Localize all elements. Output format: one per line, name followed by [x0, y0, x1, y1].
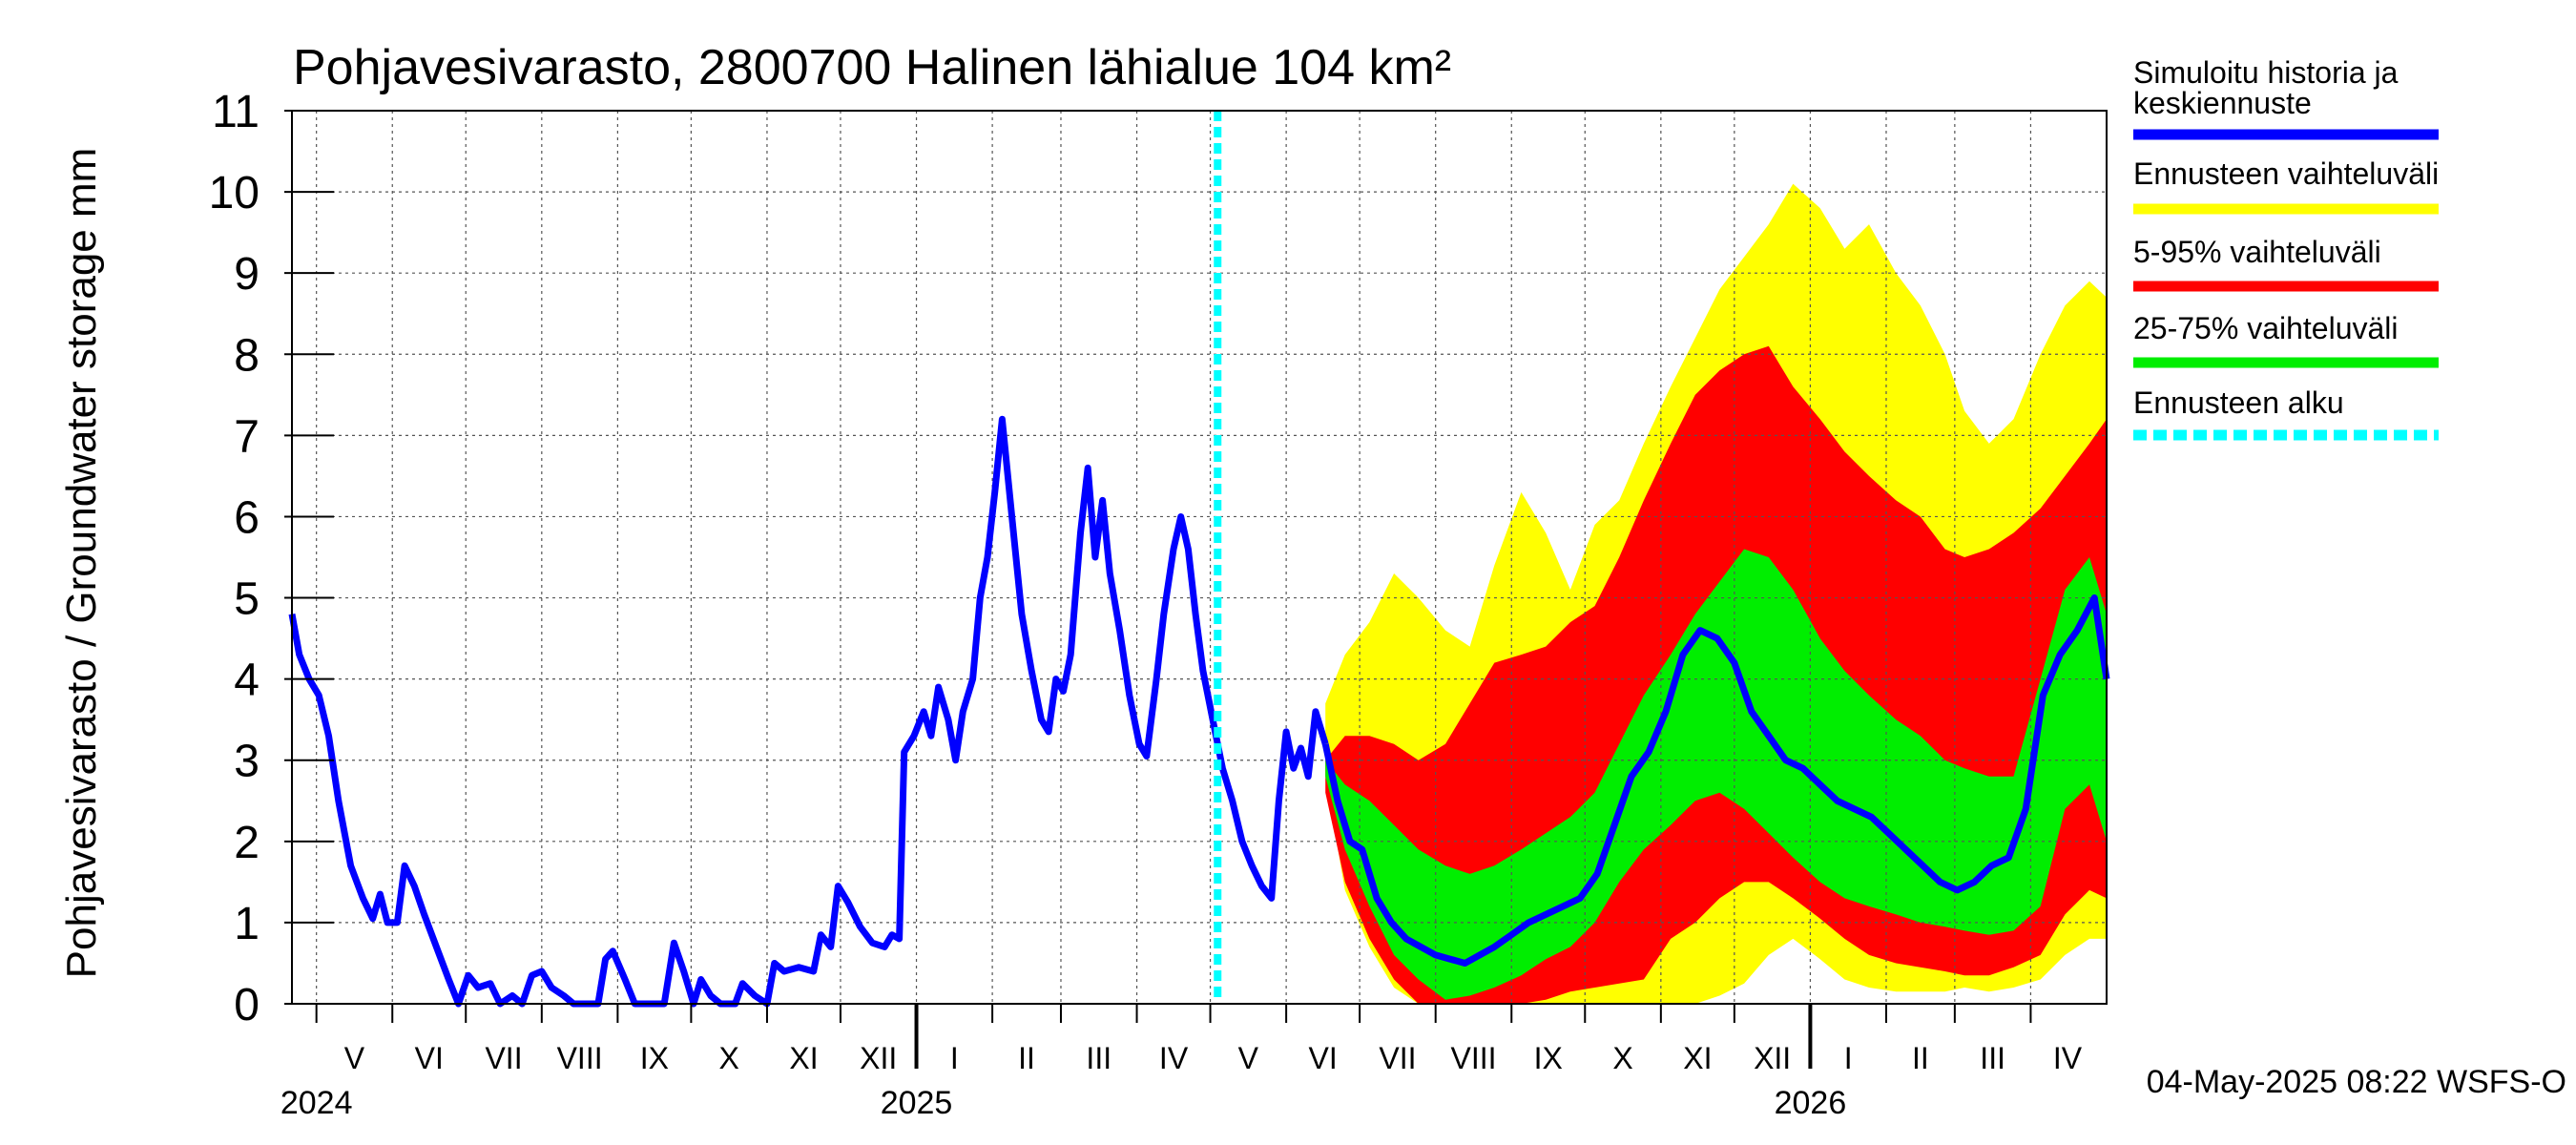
y-tick-label: 10 [209, 168, 260, 219]
x-month-label: X [719, 1041, 739, 1075]
x-month-label: I [1844, 1041, 1853, 1075]
y-tick-label: 6 [234, 492, 260, 543]
forecast-bands [1325, 183, 2107, 1005]
legend-label: Simuloitu historia ja [2133, 55, 2399, 90]
y-tick-label: 5 [234, 574, 260, 625]
x-month-label: XI [789, 1041, 818, 1075]
x-month-label: VII [1379, 1041, 1416, 1075]
y-tick-label: 1 [234, 899, 260, 949]
y-tick-label: 4 [234, 656, 260, 706]
y-tick-label: 0 [234, 980, 260, 1030]
plot-border [291, 110, 2108, 1005]
x-month-label: III [1980, 1041, 2005, 1075]
x-year-label: 2026 [1775, 1085, 1847, 1121]
y-tick-label: 3 [234, 737, 260, 787]
x-month-label: II [1912, 1041, 1929, 1075]
history-line [288, 415, 1329, 1008]
legend-label: 5-95% vaihteluväli [2133, 235, 2381, 269]
legend-label: 25-75% vaihteluväli [2133, 311, 2399, 345]
x-year-label: 2024 [280, 1085, 353, 1121]
x-month-label: IV [2053, 1041, 2083, 1075]
y-axis-ticks: 0 1 2 3 4 5 6 7 8 9 10 11 [209, 87, 334, 1030]
x-month-label: III [1086, 1041, 1111, 1075]
x-month-label: VIII [557, 1041, 603, 1075]
y-axis-label: Pohjavesivarasto / Groundwater storage m… [58, 148, 105, 979]
x-month-label: X [1612, 1041, 1632, 1075]
x-month-label: VII [485, 1041, 522, 1075]
x-axis: V VI VII VIII IX X XI XII I II III IV V VI VII VIII IX X X… [280, 1004, 2083, 1121]
band-25-75 [1325, 549, 2107, 1000]
x-year-label: 2025 [881, 1085, 953, 1121]
plot-frame [291, 110, 2108, 1005]
x-month-label: VI [1309, 1041, 1338, 1075]
x-month-label: IX [640, 1041, 669, 1075]
x-month-label: IX [1534, 1041, 1563, 1075]
y-tick-label: 9 [234, 249, 260, 300]
x-month-label: XII [1754, 1041, 1791, 1075]
x-month-label: II [1018, 1041, 1035, 1075]
median-forecast-line [1321, 594, 2110, 967]
x-month-label: VI [415, 1041, 444, 1075]
chart-title: Pohjavesivarasto, 2800700 Halinen lähial… [293, 40, 1451, 95]
y-tick-label: 11 [212, 87, 260, 137]
footer-timestamp: 04-May-2025 08:22 WSFS-O [2147, 1064, 2566, 1100]
legend-label: Ennusteen vaihteluväli [2133, 156, 2439, 191]
x-month-label: V [344, 1041, 365, 1075]
legend-label: Ennusteen alku [2133, 385, 2344, 420]
x-month-label: V [1238, 1041, 1259, 1075]
x-month-label: VIII [1450, 1041, 1496, 1075]
y-tick-label: 8 [234, 330, 260, 381]
y-tick-label: 2 [234, 818, 260, 868]
x-month-label: I [950, 1041, 959, 1075]
x-month-label: IV [1159, 1041, 1189, 1075]
legend-label: keskiennuste [2133, 86, 2312, 120]
x-month-label: XI [1683, 1041, 1712, 1075]
x-month-label: XII [860, 1041, 897, 1075]
grid-lines [292, 110, 2107, 1005]
series-lines [288, 111, 2110, 1008]
y-tick-label: 7 [234, 411, 260, 462]
